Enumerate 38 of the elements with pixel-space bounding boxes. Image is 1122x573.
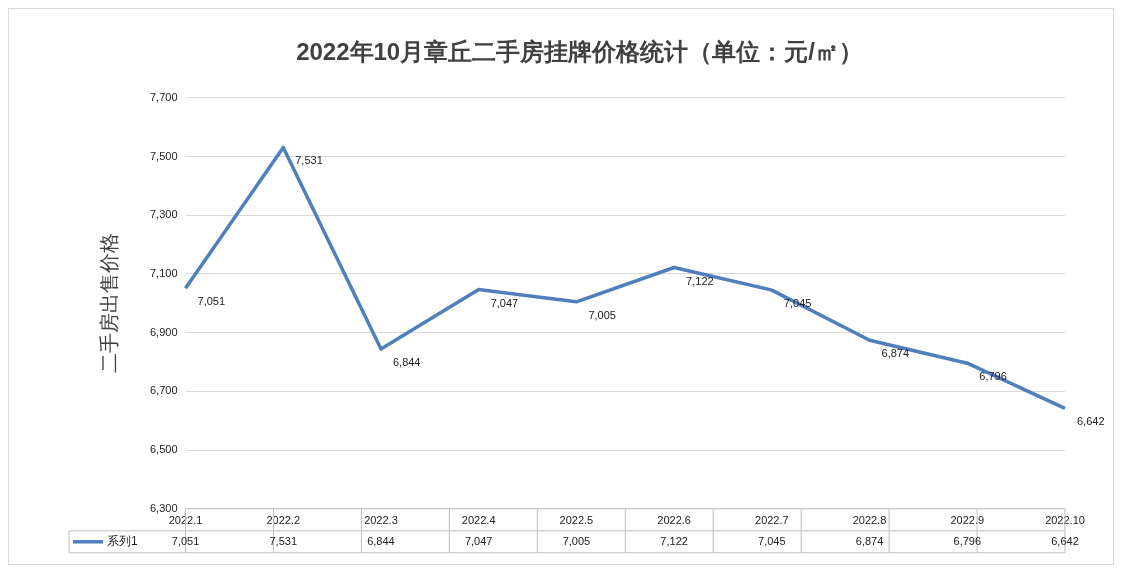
x-tick-label: 2022.6: [657, 514, 691, 527]
data-label: 6,874: [855, 534, 884, 547]
data-label: 6,844: [367, 534, 395, 547]
data-label: 7,122: [660, 534, 688, 547]
data-label: 7,005: [562, 534, 591, 547]
y-tick-label: 6,900: [150, 325, 178, 338]
text: 6,642: [1077, 415, 1105, 428]
y-tick-label: 6,300: [150, 501, 178, 514]
data-label: 7,045: [758, 534, 786, 547]
x-tick-label: 2022.4: [461, 514, 496, 527]
text: 7,531: [295, 154, 323, 167]
text: 7,122: [686, 274, 714, 287]
data-label: 7,531: [269, 534, 298, 547]
x-tick-label: 2022.5: [559, 514, 594, 527]
legend-label: 系列1: [107, 534, 138, 549]
data-label: 7,051: [171, 534, 200, 547]
text: 6,874: [881, 347, 910, 360]
x-tick-label: 2022.7: [755, 514, 789, 527]
y-tick-label: 6,500: [150, 443, 178, 456]
text: 7,047: [490, 296, 519, 309]
y-axis-title: 二手房出售价格: [97, 233, 120, 374]
x-tick-label: 2022.3: [364, 514, 398, 527]
y-tick-label: 7,700: [150, 90, 178, 103]
y-tick-label: 7,300: [150, 208, 178, 221]
chart-title: 2022年10月章丘二手房挂牌价格统计（单位：元/㎡）: [296, 38, 863, 66]
y-tick-label: 6,700: [150, 384, 178, 397]
data-label: 6,642: [1051, 534, 1079, 547]
y-tick-label: 7,500: [150, 149, 178, 162]
x-tick-label: 2022.9: [950, 514, 985, 527]
x-tick-label: 2022.10: [1045, 514, 1085, 527]
x-tick-label: 2022.8: [852, 514, 887, 527]
text: 6,844: [392, 356, 421, 369]
data-label: 7,047: [464, 534, 493, 547]
text: 7,005: [588, 308, 616, 321]
y-tick-label: 7,100: [150, 266, 178, 279]
x-tick-label: 2022.2: [266, 514, 301, 527]
data-label: 6,796: [953, 534, 982, 547]
text: 7,051: [197, 295, 226, 308]
